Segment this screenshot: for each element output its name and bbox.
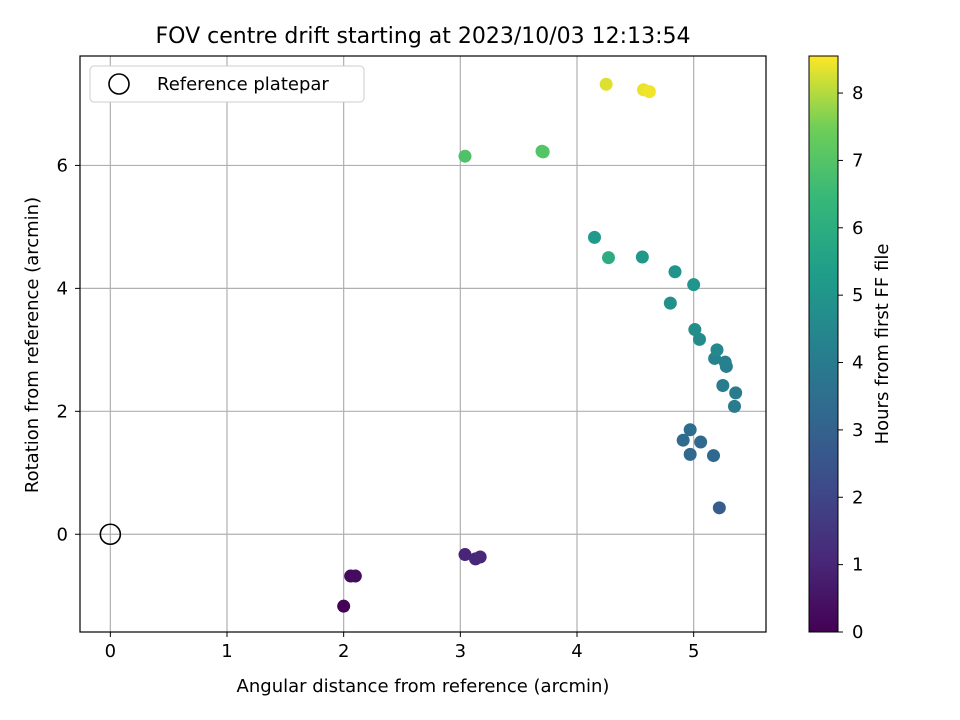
data-point <box>458 149 472 163</box>
colorbar-tick-label: 3 <box>852 420 863 441</box>
data-point <box>712 501 726 515</box>
data-point <box>693 332 706 346</box>
x-tick-label: 2 <box>338 641 349 662</box>
plot-frame <box>79 55 767 633</box>
data-point <box>337 599 351 613</box>
chart-title: FOV centre drift starting at 2023/10/03 … <box>156 24 691 49</box>
colorbar-bar <box>808 55 839 633</box>
colorbar-tick-label: 4 <box>852 353 863 374</box>
data-point <box>602 251 615 265</box>
y-tick-label: 2 <box>57 401 68 422</box>
reference-marker <box>99 523 122 546</box>
x-tick-label: 0 <box>105 641 116 662</box>
data-point <box>599 77 613 91</box>
data-point <box>683 423 697 437</box>
data-point <box>729 386 743 400</box>
colorbar: 0 1 2 3 4 5 6 7 8 Hours from first FF file <box>808 55 893 643</box>
data-point <box>688 323 702 337</box>
data-point <box>642 85 656 99</box>
data-point <box>473 550 487 564</box>
colorbar-tick-label: 2 <box>852 487 863 508</box>
colorbar-tick-label: 0 <box>852 622 863 643</box>
colorbar-label: Hours from first FF file <box>872 244 893 445</box>
data-point <box>635 250 649 264</box>
data-point <box>676 433 690 447</box>
legend: Reference platepar <box>89 65 365 103</box>
x-axis-label: Angular distance from reference (arcmin) <box>237 676 610 697</box>
y-tick-label: 6 <box>57 155 68 176</box>
data-point <box>718 355 732 369</box>
data-points <box>99 77 743 613</box>
colorbar-tick-label: 7 <box>852 150 863 171</box>
data-point <box>716 378 730 392</box>
grid-lines <box>80 56 766 632</box>
y-tick-label: 0 <box>57 524 68 545</box>
legend-box <box>89 65 365 103</box>
colorbar-tick-label: 8 <box>852 83 863 104</box>
data-point <box>668 265 682 279</box>
data-point <box>536 145 550 159</box>
legend-entry-reference: Reference platepar <box>157 74 329 95</box>
data-point <box>348 569 362 583</box>
x-tick-label: 3 <box>455 641 466 662</box>
y-axis-label: Rotation from reference (arcmin) <box>22 197 43 493</box>
data-point <box>728 399 741 413</box>
data-point <box>458 548 472 562</box>
data-point <box>694 435 708 449</box>
x-tick-label: 5 <box>688 641 699 662</box>
x-tick-label: 4 <box>571 641 582 662</box>
legend-marker-reference <box>108 73 130 95</box>
colorbar-tick-label: 5 <box>852 285 863 306</box>
data-point <box>588 230 601 244</box>
colorbar-tick-label: 1 <box>852 555 863 576</box>
x-tick-label: 1 <box>221 641 232 662</box>
data-point <box>707 449 720 463</box>
data-point <box>663 296 677 310</box>
data-point <box>710 343 724 357</box>
data-point <box>687 278 701 292</box>
y-tick-label: 4 <box>57 278 68 299</box>
colorbar-ticks: 0 1 2 3 4 5 6 7 8 <box>838 83 863 643</box>
data-point <box>683 447 697 461</box>
axes: 0 1 2 3 4 5 0 2 4 6 <box>57 55 767 662</box>
colorbar-tick-label: 6 <box>852 218 863 239</box>
